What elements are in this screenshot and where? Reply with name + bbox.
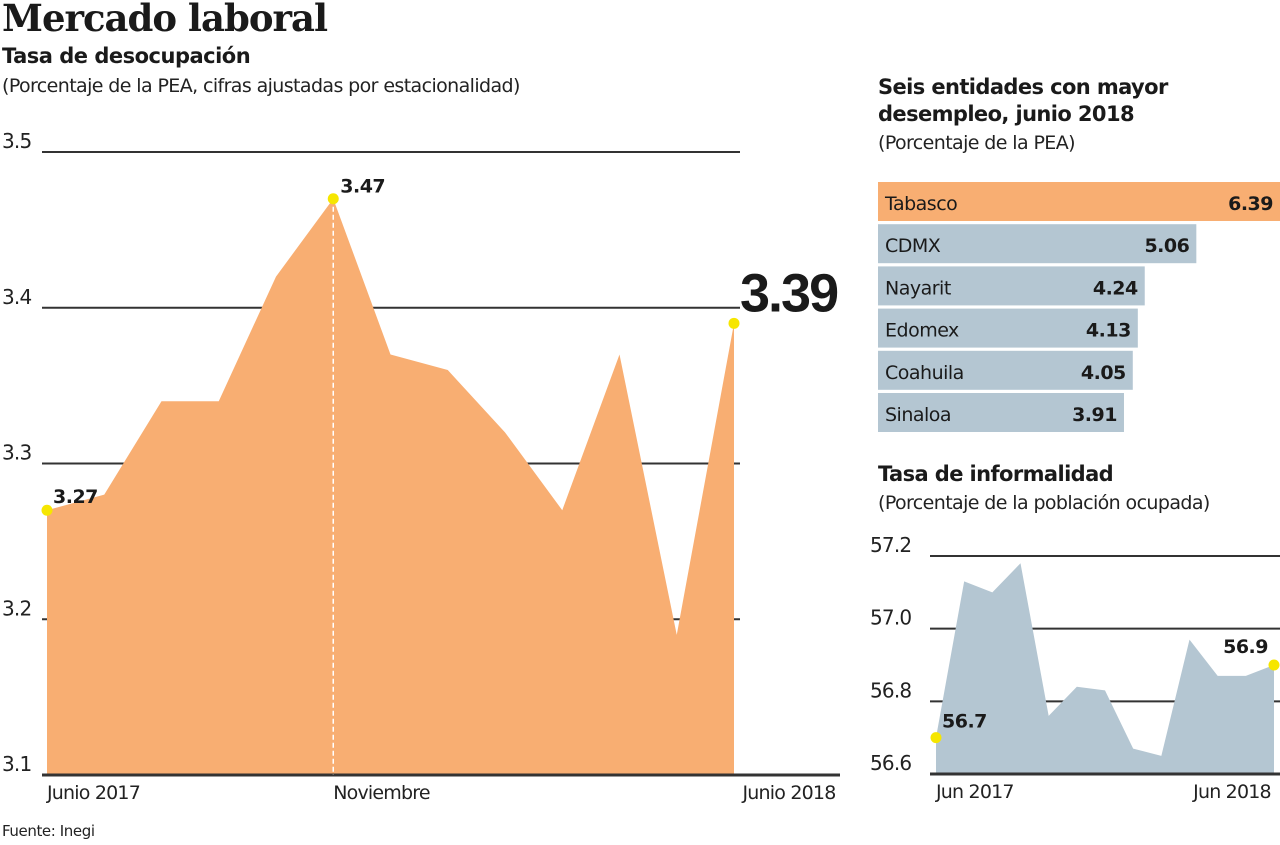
y-tick-label: 3.2 [2, 596, 31, 620]
x-tick-label: Noviembre [333, 782, 430, 804]
unemployment-chart: 3.5 3.4 3.3 3.2 3.1 Junio 2017 Noviembre Junio … [2, 129, 840, 804]
bar-value-label: 3.91 [1072, 404, 1117, 426]
states-chart-title: Seis entidades con mayor desempleo, juni… [878, 75, 1168, 126]
bar [878, 308, 1138, 348]
highlight-dot [1268, 659, 1280, 671]
data-label: 3.27 [53, 486, 98, 508]
x-tick-label: Junio 2017 [46, 782, 140, 804]
highlight-dot [930, 732, 942, 744]
bar-category-label: Nayarit [885, 277, 951, 299]
x-tick-label: Junio 2018 [742, 782, 836, 804]
bar-value-label: 4.13 [1086, 320, 1131, 342]
bar-category-label: CDMX [885, 235, 941, 257]
informality-chart: 57.2 57.0 56.8 56.6 Jun 2017 Jun 2018 56.7 56.9 [870, 533, 1280, 803]
data-label: 56.7 [942, 711, 987, 733]
bar-value-label: 4.05 [1081, 362, 1126, 384]
bar-category-label: Edomex [885, 320, 959, 342]
bar-category-label: Sinaloa [885, 404, 951, 426]
y-tick-label: 3.4 [2, 285, 31, 309]
x-tick-label: Jun 2018 [1192, 781, 1271, 803]
main-title: Mercado laboral [2, 0, 328, 40]
unemployment-chart-title: Tasa de desocupación [2, 44, 251, 68]
highlight-dot [728, 317, 740, 329]
y-tick-label: 3.1 [2, 752, 31, 776]
bar [878, 350, 1133, 390]
states-bar-chart: Tabasco 6.39 CDMX 5.06 Nayarit 4.24 Edomex 4.13… [878, 182, 1280, 432]
states-chart-subtitle: (Porcentaje de la PEA) [878, 132, 1076, 154]
bar-value-label: 6.39 [1228, 193, 1273, 215]
data-label: 3.47 [340, 176, 385, 198]
x-tick-label: Jun 2017 [935, 781, 1014, 803]
bar-value-label: 5.06 [1144, 235, 1189, 257]
data-label: 56.9 [1223, 636, 1268, 658]
bar-value-label: 4.24 [1093, 277, 1138, 299]
y-tick-label: 57.0 [870, 606, 911, 630]
highlight-dot [327, 193, 339, 205]
y-tick-label: 56.8 [870, 678, 911, 702]
bar [878, 182, 1280, 221]
y-tick-label: 57.2 [870, 533, 911, 557]
bar-category-label: Coahuila [885, 362, 964, 384]
unemployment-chart-subtitle: (Porcentaje de la PEA, cifras ajustadas … [2, 75, 520, 97]
bar-category-label: Tabasco [884, 193, 957, 215]
bar [878, 393, 1124, 432]
source-note: Fuente: Inegi [2, 822, 95, 840]
bar [878, 266, 1145, 306]
informality-chart-subtitle: (Porcentaje de la población ocupada) [878, 492, 1210, 514]
data-label: 3.39 [740, 263, 838, 323]
highlight-dot [41, 504, 53, 516]
bar [878, 224, 1197, 264]
area-series [936, 563, 1274, 774]
informality-chart-title: Tasa de informalidad [878, 462, 1114, 486]
y-tick-label: 3.5 [2, 129, 31, 153]
y-tick-label: 56.6 [870, 751, 911, 775]
area-series [47, 198, 734, 776]
y-tick-label: 3.3 [2, 441, 31, 465]
